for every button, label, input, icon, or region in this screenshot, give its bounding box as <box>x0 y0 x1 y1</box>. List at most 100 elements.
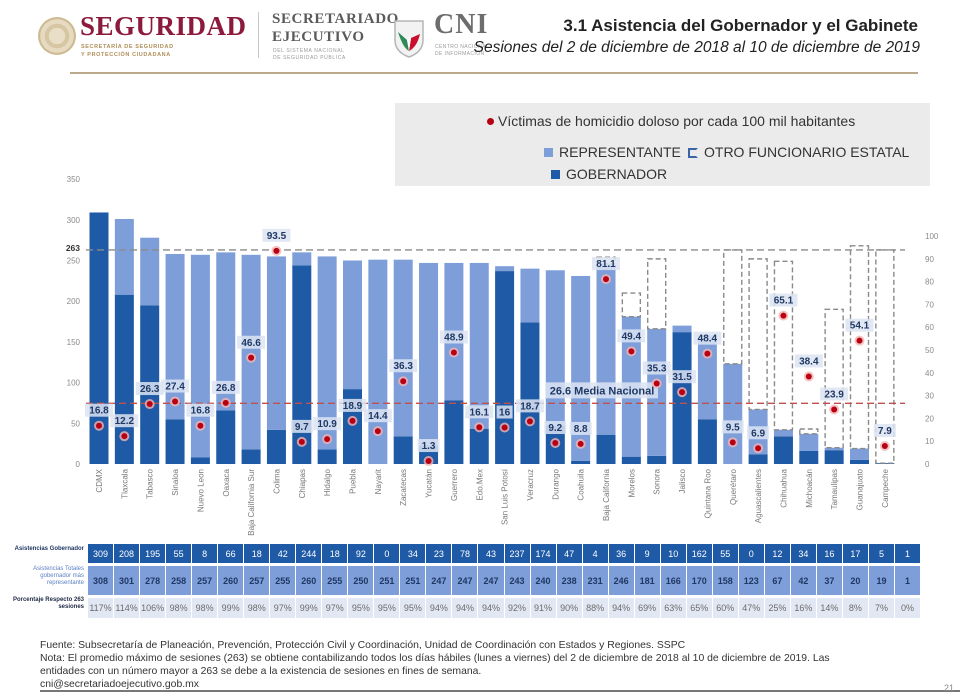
x-tick-label: Jalisco <box>678 468 687 493</box>
cni-sub-line1: CENTRO NACIONAL <box>435 44 490 50</box>
legend-label: GOBERNADOR <box>566 166 668 182</box>
x-tick-label: Tamaulipas <box>830 469 839 509</box>
y-right-tick-label: 60 <box>925 323 934 332</box>
table-cell-totales: 278 <box>140 566 166 595</box>
table-cell-porcentaje: 117% <box>88 598 114 618</box>
table-cell-totales: 181 <box>634 566 660 595</box>
table-cell-totales: 238 <box>556 566 582 595</box>
bar-otro-funcionario <box>723 249 743 365</box>
homicide-dot <box>96 422 102 429</box>
bar-representante <box>317 256 337 450</box>
x-tick-label: Baja California <box>602 468 611 521</box>
table-cell-porcentaje: 114% <box>114 598 140 618</box>
x-tick-label: Edo.Mex <box>475 469 484 501</box>
table-cell-porcentaje: 14% <box>816 598 842 618</box>
homicide-dot <box>577 440 584 447</box>
bar-gobernador <box>469 428 489 464</box>
homicide-label-bg <box>290 419 313 433</box>
homicide-label: 27.4 <box>165 382 185 393</box>
homicide-label: 23.9 <box>824 390 844 401</box>
y-left-tick-label: 50 <box>71 419 80 428</box>
table-cell-totales: 301 <box>114 566 140 595</box>
legend-item-representante: REPRESENTANTE <box>544 144 681 161</box>
table-cell-gobernador: 237 <box>504 544 530 563</box>
table-cell-totales: 251 <box>400 566 426 595</box>
x-tick-label: Puebla <box>349 468 358 493</box>
table-cell-porcentaje: 94% <box>426 598 452 618</box>
table-cell-totales: 260 <box>296 566 322 595</box>
row-label-gobernador: Asistencias Gobernador <box>14 546 84 552</box>
table-cell-totales: 166 <box>660 566 686 595</box>
homicide-dot <box>197 422 204 429</box>
homicide-dot <box>349 417 356 424</box>
bar-otro-funcionario <box>849 245 870 450</box>
light-square-icon <box>544 148 553 157</box>
homicide-dot <box>501 424 508 431</box>
table-cell-gobernador: 36 <box>608 544 634 563</box>
homicide-label-bg <box>721 420 744 434</box>
x-tick-label: Sonora <box>653 468 662 494</box>
table-cell-gobernador: 34 <box>790 544 816 563</box>
legend-item-homicidios: Víctimas de homicidio doloso por cada 10… <box>487 113 855 130</box>
table-row-gobernador: 309 208 195 55 8 66 18 42 244 18 92 0 34 23 78 43 237 174… <box>88 544 920 563</box>
homicide-label: 8.8 <box>574 424 588 435</box>
homicide-dot <box>526 418 533 425</box>
table-cell-porcentaje: 95% <box>348 598 374 618</box>
x-tick-label: Michoacán <box>805 469 814 508</box>
bar-gobernador <box>571 460 591 464</box>
table-cell-gobernador: 244 <box>296 544 322 563</box>
homicide-label: 36.3 <box>393 361 413 372</box>
bar-gobernador <box>241 449 261 464</box>
table-cell-gobernador: 18 <box>244 544 270 563</box>
secretariado-logo-text: SECRETARIADO EJECUTIVO <box>272 10 399 46</box>
table-cell-gobernador: 55 <box>166 544 192 563</box>
table-cell-porcentaje: 98% <box>166 598 192 618</box>
table-cell-gobernador: 9 <box>634 544 660 563</box>
homicide-label-bg <box>110 414 139 428</box>
homicide-label-bg <box>592 257 620 271</box>
homicide-dot <box>628 348 635 355</box>
homicide-dot <box>425 458 432 465</box>
table-cell-porcentaje: 16% <box>790 598 816 618</box>
homicide-label-bg <box>747 426 770 440</box>
x-tick-label: San Luis Potosí <box>501 468 510 525</box>
bar-gobernador <box>393 436 413 464</box>
homicide-label: 9.5 <box>726 422 740 433</box>
homicide-label-bg <box>85 403 113 417</box>
bar-gobernador <box>672 332 692 464</box>
table-cell-gobernador: 162 <box>686 544 712 563</box>
y-left-tick-label: 200 <box>67 297 81 306</box>
table-cell-porcentaje: 65% <box>686 598 712 618</box>
x-tick-label: Querétaro <box>729 468 738 505</box>
homicide-dot <box>374 428 381 435</box>
table-cell-porcentaje: 91% <box>530 598 556 618</box>
table-cell-porcentaje: 88% <box>582 598 608 618</box>
reference-line-263-label: 263 <box>66 243 80 253</box>
secretariado-line2: EJECUTIVO <box>272 29 365 45</box>
x-tick-label: Guanajuato <box>856 468 865 510</box>
homicide-label-bg <box>389 359 418 373</box>
bar-representante <box>672 325 692 333</box>
x-tick-label: Zacatecas <box>399 469 408 506</box>
table-cell-totales: 247 <box>426 566 452 595</box>
homicide-label: 9.2 <box>548 423 562 434</box>
seguridad-sub-line2: Y PROTECCIÓN CIUDADANA <box>81 51 171 58</box>
x-tick-label: Yucatán <box>425 469 434 498</box>
table-cell-porcentaje: 94% <box>608 598 634 618</box>
x-tick-label: Morelos <box>627 469 636 497</box>
y-left-tick-label: 0 <box>76 460 81 469</box>
bar-representante <box>266 256 286 430</box>
table-cell-gobernador: 309 <box>88 544 114 563</box>
homicide-label: 7.9 <box>878 426 892 437</box>
footer-note: Nota: El promedio máximo de sesiones (26… <box>40 653 830 677</box>
secretariado-sub-line2: DE SEGURIDAD PÚBLICA <box>273 54 346 61</box>
bar-gobernador <box>621 456 641 464</box>
media-nacional-label-bg <box>546 382 658 399</box>
table-cell-gobernador: 1 <box>894 544 920 563</box>
homicide-label-bg <box>262 228 291 242</box>
bar-gobernador <box>697 419 717 464</box>
homicide-label-bg <box>338 398 367 412</box>
seguridad-sub-line1: SECRETARÍA DE SEGURIDAD <box>81 44 174 50</box>
table-cell-porcentaje: 90% <box>556 598 582 618</box>
homicide-label: 16.1 <box>470 407 490 418</box>
